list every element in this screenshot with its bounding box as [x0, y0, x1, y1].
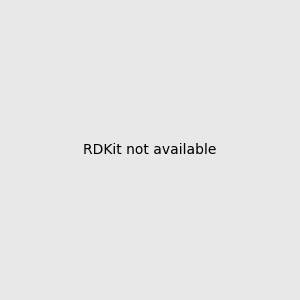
- Text: RDKit not available: RDKit not available: [83, 143, 217, 157]
